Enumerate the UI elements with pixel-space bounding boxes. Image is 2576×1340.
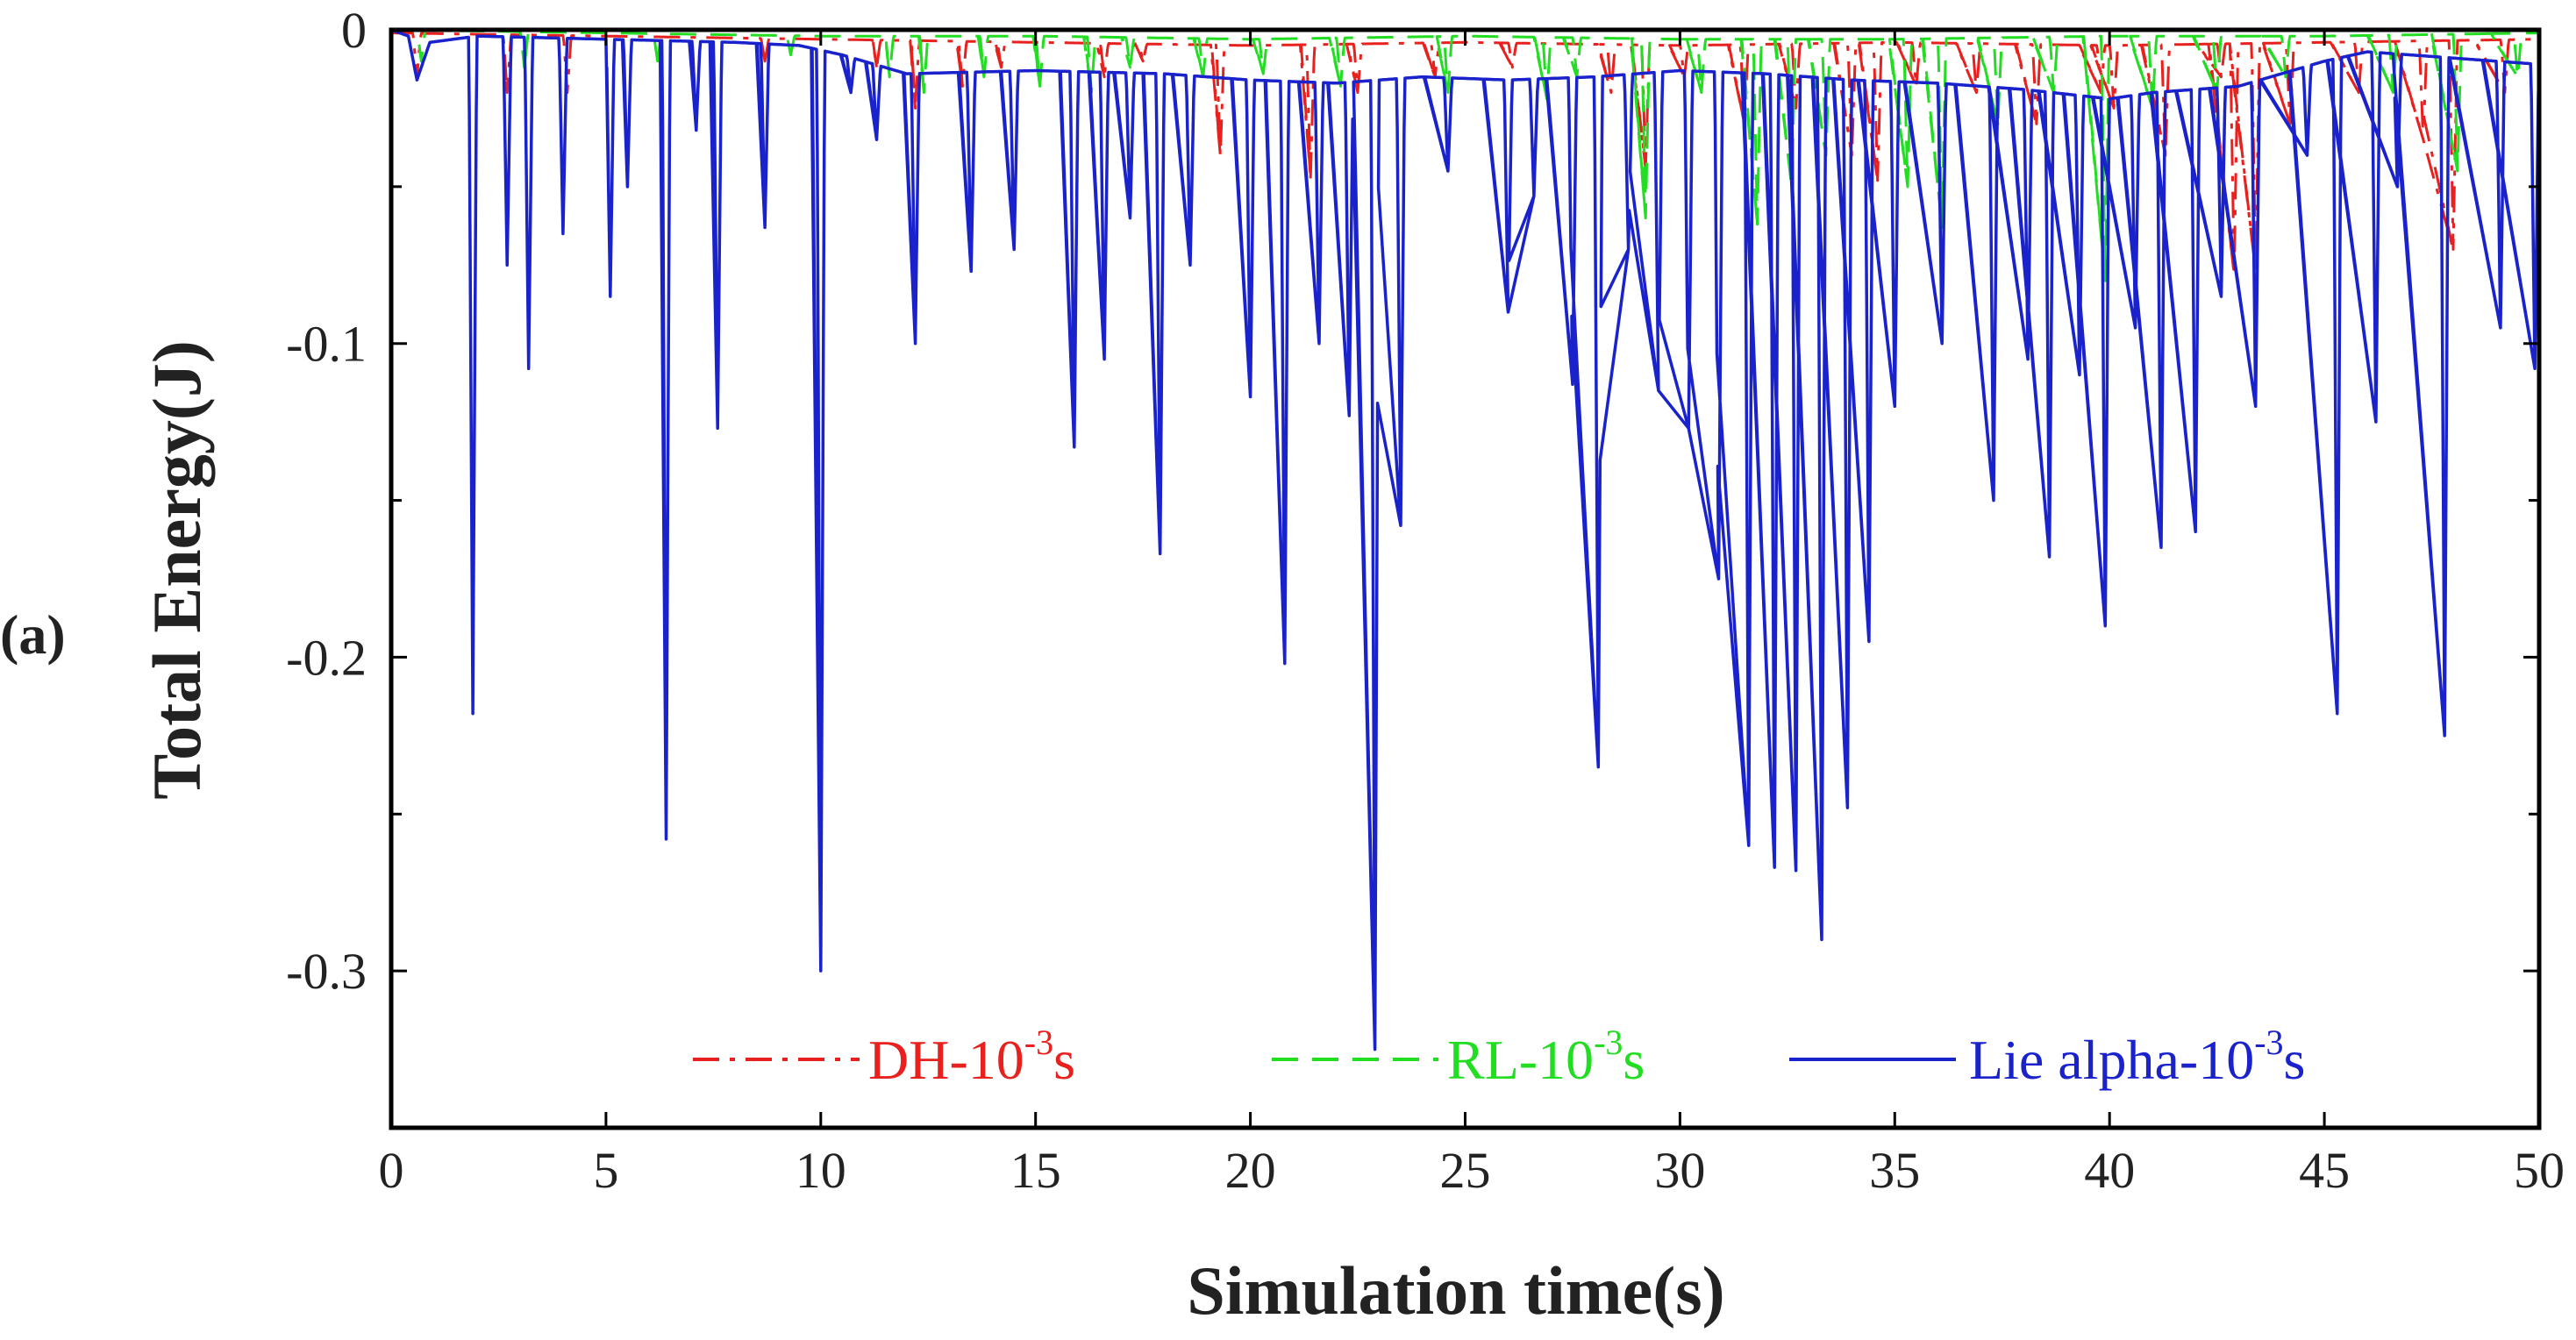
x-tick-label: 0	[379, 1142, 404, 1199]
plot-frame	[389, 27, 2542, 1130]
series-line-0	[390, 32, 2540, 276]
x-tick-label: 10	[796, 1142, 846, 1199]
legend-label-0: DH-10-3s	[868, 1023, 1075, 1091]
x-tick-label: 45	[2299, 1142, 2350, 1199]
x-tick-label: 15	[1010, 1142, 1061, 1199]
x-tick-label: 50	[2514, 1142, 2565, 1199]
x-tick-label: 30	[1654, 1142, 1705, 1199]
x-tick-label: 40	[2084, 1142, 2135, 1199]
x-axis-title: Simulation time(s)	[1187, 1252, 1724, 1329]
legend: DH-10-3s RL-10-3s Lie alpha-10-3s	[693, 1023, 2305, 1091]
y-tick-label: -0.2	[286, 629, 367, 686]
tick-layer: 0 5 10 15 20 25 30 35 40 45 50 0 -0.1 -0.2 -0.3	[286, 2, 2565, 1199]
panel-label: (a)	[0, 603, 66, 666]
legend-label-1: RL-10-3s	[1447, 1023, 1645, 1091]
series-layer	[390, 28, 2541, 1051]
y-axis-title: Total Energy(J)	[139, 340, 215, 800]
x-tick-label: 35	[1869, 1142, 1920, 1199]
legend-label-2: Lie alpha-10-3s	[1969, 1023, 2305, 1091]
series-line-2	[390, 28, 2541, 1051]
x-tick-label: 25	[1440, 1142, 1491, 1199]
x-tick-label: 20	[1225, 1142, 1276, 1199]
y-tick-label: 0	[341, 2, 367, 59]
y-tick-label: -0.3	[286, 943, 367, 1000]
x-tick-label: 5	[593, 1142, 618, 1199]
series-line-1	[390, 28, 2540, 282]
y-tick-label: -0.1	[286, 316, 367, 373]
